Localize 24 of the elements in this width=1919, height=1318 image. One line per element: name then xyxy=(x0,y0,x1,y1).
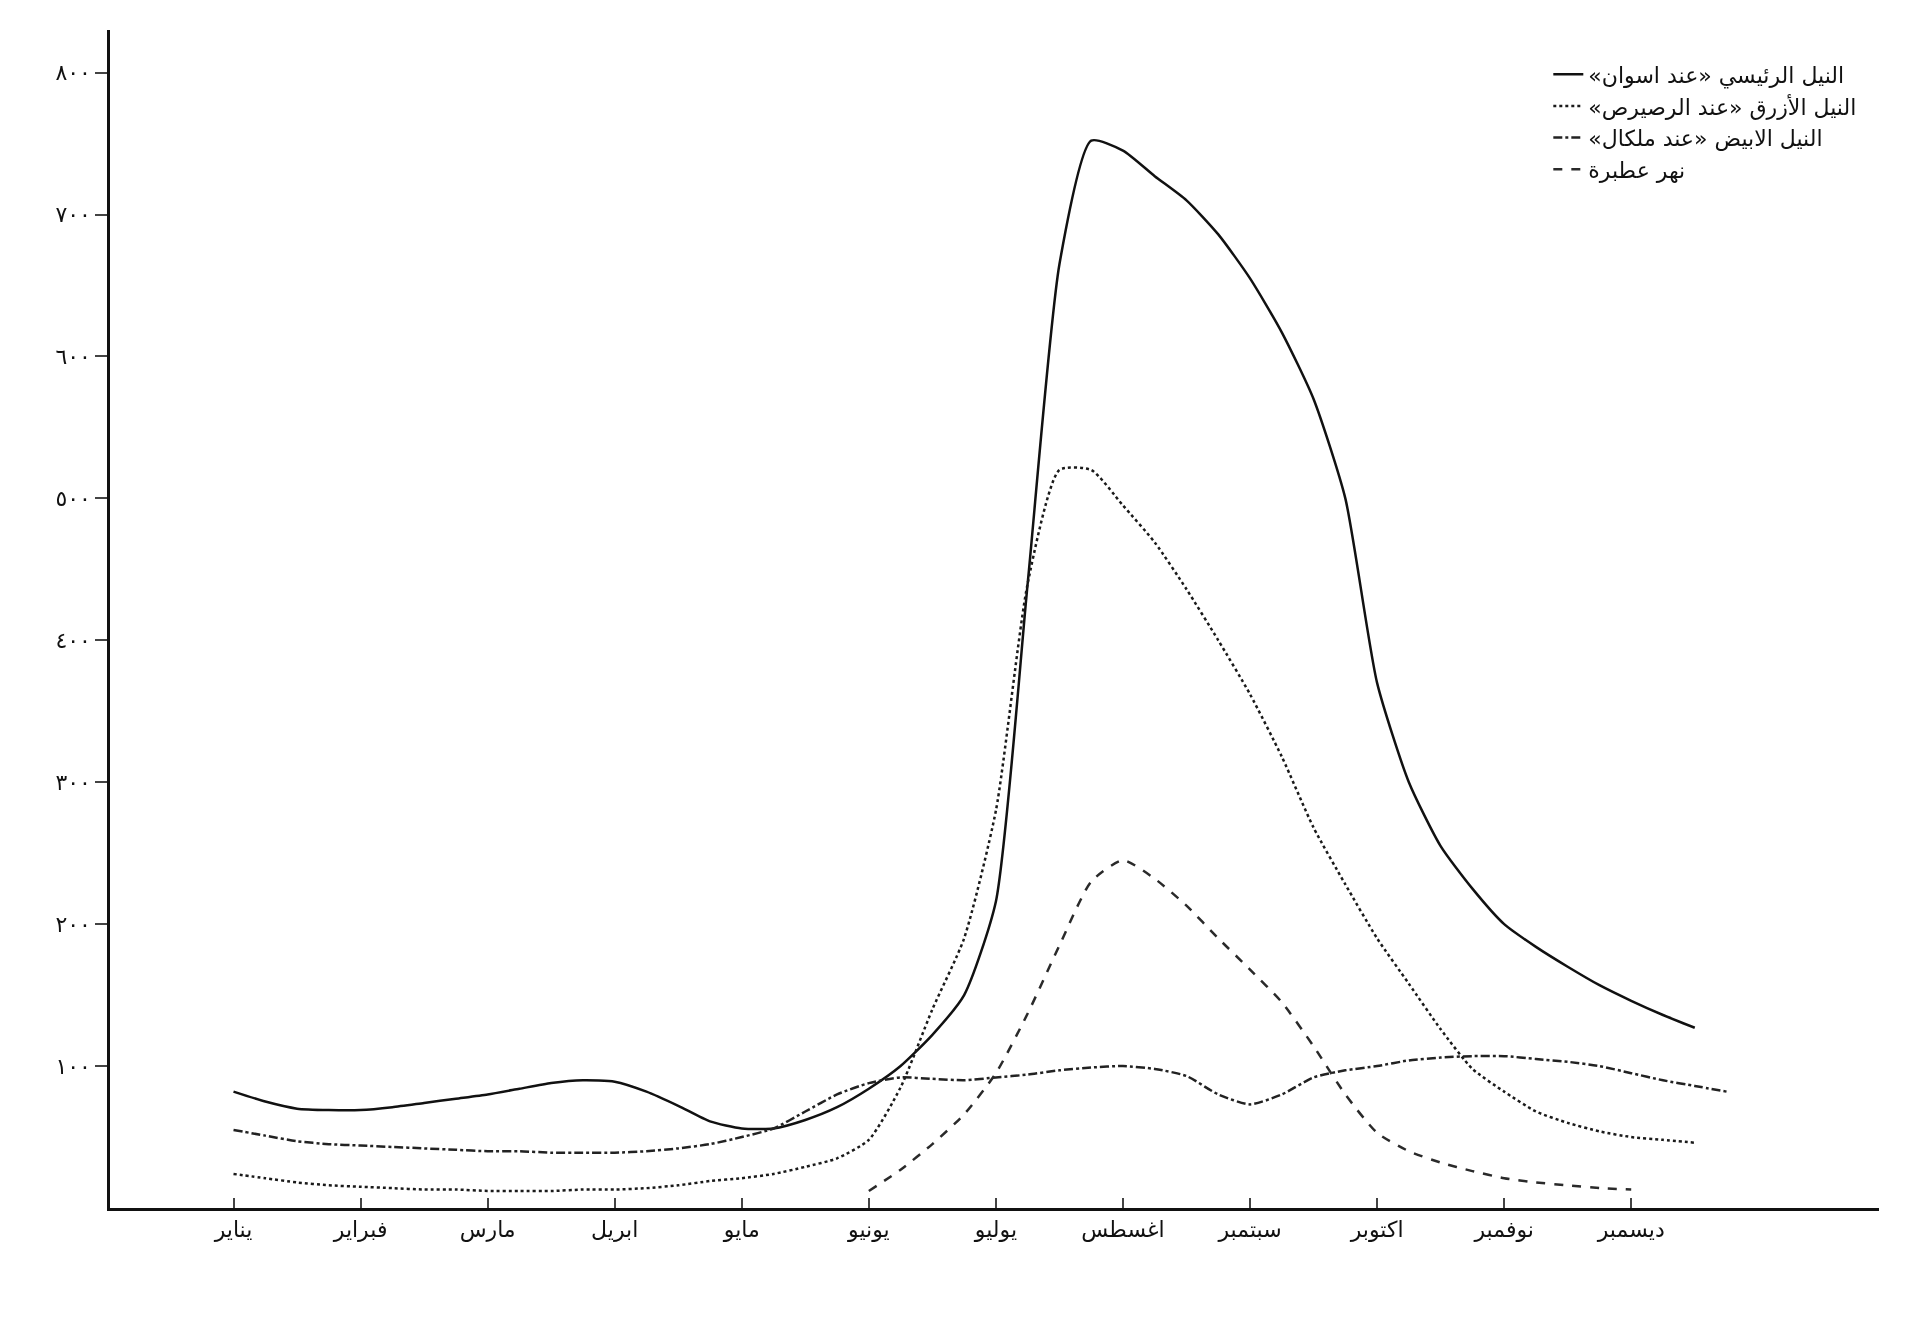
x-tick-label: مارس xyxy=(459,1217,516,1244)
legend-label: النيل الأزرق «عند الرصيرص» xyxy=(1588,93,1857,121)
legend-label: نهر عطبرة xyxy=(1588,157,1686,183)
legend-label: النيل الابيض «عند ملكال» xyxy=(1588,126,1823,153)
y-tick-label: ٢٠٠ xyxy=(55,911,91,937)
x-tick-label: يوليو xyxy=(973,1217,1017,1243)
x-tick-label: يناير xyxy=(213,1217,253,1243)
y-tick-label: ٤٠٠ xyxy=(55,627,91,653)
x-tick-label: ابريل xyxy=(591,1217,639,1243)
x-tick-label: فبراير xyxy=(332,1217,388,1243)
y-tick-label: ٨٠٠ xyxy=(55,60,91,86)
x-tick-label: سبتمبر xyxy=(1217,1217,1282,1243)
x-tick-label: نوفمبر xyxy=(1473,1217,1534,1243)
y-tick-label: ٣٠٠ xyxy=(55,769,91,795)
x-tick-label: ديسمبر xyxy=(1596,1217,1665,1243)
x-tick-label: يونيو xyxy=(847,1217,890,1243)
y-tick-label: ٦٠٠ xyxy=(55,344,91,370)
x-tick-label: اكتوبر xyxy=(1349,1217,1404,1243)
legend-label: النيل الرئيسي «عند اسوان» xyxy=(1588,62,1845,89)
x-tick-label: مايو xyxy=(722,1217,760,1243)
y-tick-label: ٧٠٠ xyxy=(55,202,91,228)
x-tick-label: اغسطس xyxy=(1081,1217,1165,1244)
y-tick-label: ١٠٠ xyxy=(55,1053,91,1079)
y-tick-label: ٥٠٠ xyxy=(55,486,91,512)
